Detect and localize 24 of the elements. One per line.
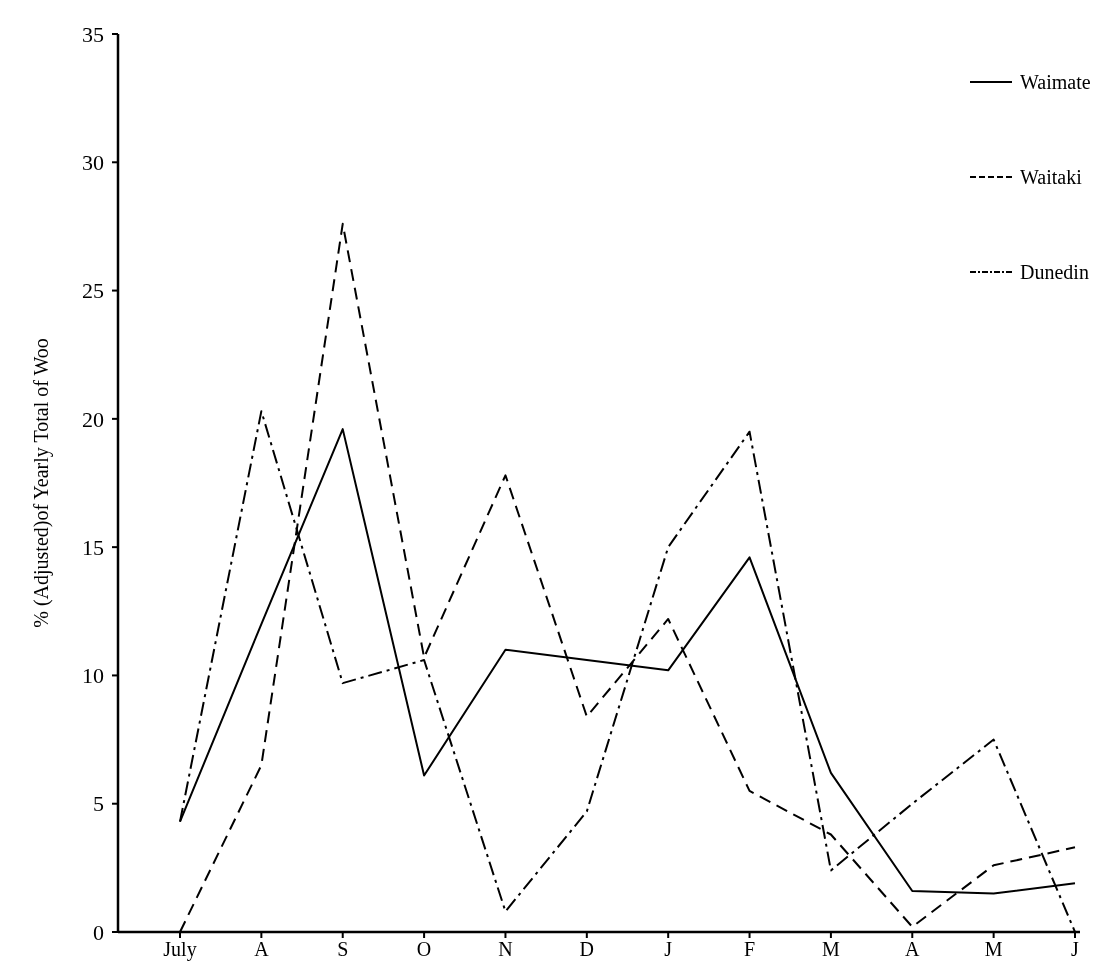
y-axis-title: % (Adjusted)of Yearly Total of Woo: [30, 338, 53, 628]
legend-label: Dunedin: [1020, 261, 1089, 283]
y-tick-label: 35: [82, 21, 104, 47]
x-tick-label: J: [1071, 938, 1080, 960]
x-tick-label: F: [743, 938, 756, 960]
x-tick-label: A: [905, 938, 921, 960]
x-tick-label: J: [664, 938, 673, 960]
x-tick-label: N: [498, 938, 513, 960]
x-tick-label: A: [254, 938, 270, 960]
y-tick-label: 0: [93, 919, 104, 945]
x-tick-label: S: [337, 938, 349, 960]
y-tick-label: 5: [93, 791, 104, 817]
y-tick-label: 10: [82, 663, 104, 689]
legend-label: Waitaki: [1020, 166, 1083, 188]
y-tick-label: 15: [82, 534, 104, 560]
x-tick-label: July: [163, 938, 197, 961]
y-tick-label: 30: [82, 149, 104, 175]
y-tick-label: 20: [82, 406, 104, 432]
y-tick-label: 25: [82, 278, 104, 304]
x-tick-label: O: [416, 938, 432, 960]
legend-label: Waimate: [1020, 71, 1091, 93]
x-tick-label: M: [822, 938, 841, 960]
x-tick-label: M: [984, 938, 1003, 960]
x-tick-label: D: [579, 938, 595, 960]
